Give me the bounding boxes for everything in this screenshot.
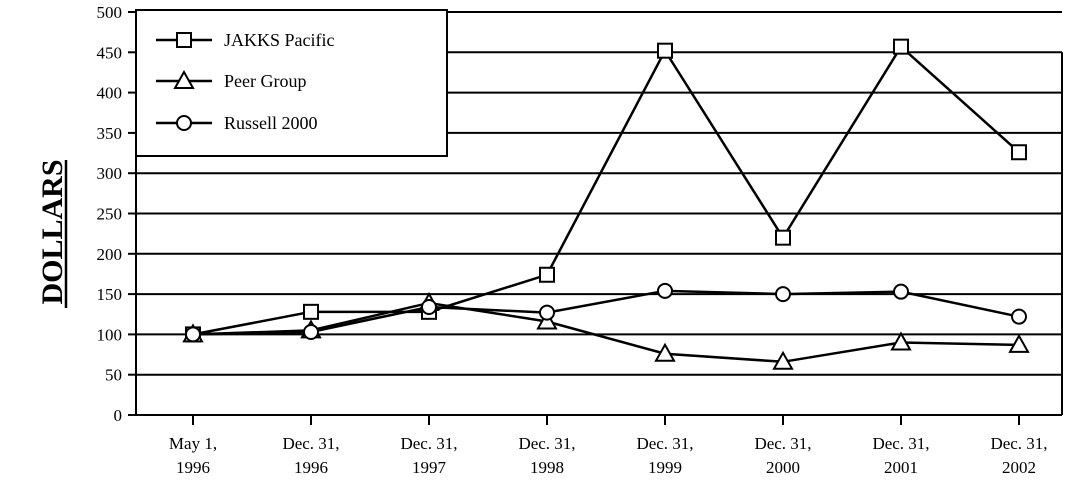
data-point-russell-2000 bbox=[185, 326, 201, 343]
data-point-jakks-pacific bbox=[303, 303, 319, 320]
data-point-jakks-pacific bbox=[657, 42, 673, 59]
data-point-peer-group bbox=[1008, 333, 1030, 353]
y-tick-label: 0 bbox=[114, 406, 123, 425]
data-point-russell-2000 bbox=[893, 283, 909, 300]
data-point-russell-2000 bbox=[421, 298, 437, 315]
x-axis-ticks: May 1, 1996 Dec. 31, 1996 Dec. 31, 1997 Dec. 3… bbox=[169, 415, 1048, 477]
data-point-russell-2000 bbox=[775, 286, 791, 303]
x-tick-label: Dec. 31, 2001 bbox=[872, 434, 929, 477]
legend: JAKKS Pacific Peer Group Russell 2000 bbox=[135, 9, 448, 157]
data-point-russell-2000 bbox=[1011, 308, 1027, 325]
legend-label: Peer Group bbox=[224, 71, 306, 91]
data-point-russell-2000 bbox=[539, 304, 555, 321]
data-point-jakks-pacific bbox=[893, 38, 909, 55]
legend-marker-russell-2000 bbox=[176, 115, 192, 131]
legend-marker-jakks-pacific bbox=[176, 32, 192, 48]
x-tick-label: Dec. 31, 1998 bbox=[518, 434, 575, 477]
x-tick-label: May 1, 1996 bbox=[169, 434, 217, 477]
data-point-jakks-pacific bbox=[539, 266, 555, 283]
series-line-russell-2000 bbox=[192, 289, 1020, 336]
y-axis-ticks: 0 50 100 150 200 250 300 350 400 450 500 bbox=[97, 3, 136, 425]
y-tick-label: 250 bbox=[97, 205, 123, 224]
x-tick-label: Dec. 31, 1996 bbox=[282, 434, 339, 477]
x-tick-label: Dec. 31, 1999 bbox=[636, 434, 693, 477]
data-point-russell-2000 bbox=[657, 282, 673, 299]
series-line-jakks-pacific bbox=[192, 44, 1020, 336]
data-point-jakks-pacific bbox=[1011, 144, 1027, 161]
data-point-peer-group bbox=[890, 331, 912, 351]
y-tick-label: 350 bbox=[97, 124, 123, 143]
y-tick-label: 200 bbox=[97, 245, 123, 264]
y-tick-label: 150 bbox=[97, 285, 123, 304]
y-tick-label: 450 bbox=[97, 43, 123, 62]
y-tick-label: 100 bbox=[97, 325, 123, 344]
data-point-peer-group bbox=[772, 350, 794, 370]
series-markers bbox=[182, 38, 1030, 370]
data-point-peer-group bbox=[654, 342, 676, 362]
x-tick-label: Dec. 31, 2000 bbox=[754, 434, 811, 477]
legend-label: Russell 2000 bbox=[224, 113, 318, 133]
legend-label: JAKKS Pacific bbox=[224, 30, 335, 50]
data-point-russell-2000 bbox=[303, 323, 319, 340]
x-tick-label: Dec. 31, 1997 bbox=[400, 434, 457, 477]
series-lines bbox=[192, 44, 1020, 364]
y-tick-label: 400 bbox=[97, 84, 123, 103]
x-tick-label: Dec. 31, 2002 bbox=[990, 434, 1047, 477]
y-tick-label: 50 bbox=[105, 366, 122, 385]
legend-marker-peer-group bbox=[173, 69, 195, 89]
y-tick-label: 500 bbox=[97, 3, 123, 22]
data-point-jakks-pacific bbox=[775, 229, 791, 246]
series-line-peer-group bbox=[192, 301, 1020, 364]
y-tick-label: 300 bbox=[97, 164, 123, 183]
y-axis-label: DOLLARS bbox=[36, 159, 69, 304]
